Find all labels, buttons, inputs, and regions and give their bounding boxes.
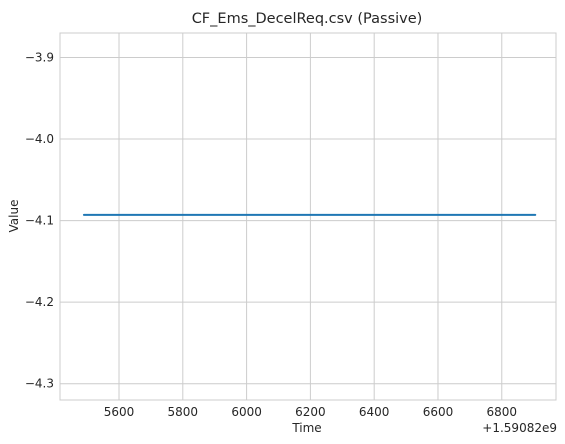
y-tick-label: −4.0 <box>25 132 54 146</box>
y-axis-label: Value <box>7 200 21 233</box>
x-tick-label: 5800 <box>168 405 199 419</box>
x-axis-label: Time <box>291 421 321 435</box>
y-tick-label: −4.1 <box>25 214 54 228</box>
x-tick-label: 6000 <box>231 405 262 419</box>
plot-frame <box>59 32 557 401</box>
y-tick-label: −4.2 <box>25 295 54 309</box>
x-tick-label: 6200 <box>295 405 326 419</box>
chart-title: CF_Ems_DecelReq.csv (Passive) <box>192 11 423 27</box>
x-axis-offset-label: +1.59082e9 <box>482 421 557 435</box>
y-axis-ticks: −3.9 −4.0 −4.1 −4.2 −4.3 <box>25 50 54 390</box>
x-axis-ticks: 5600 5800 6000 6200 6400 6600 6800 <box>104 405 517 419</box>
x-tick-label: 5600 <box>104 405 135 419</box>
x-tick-label: 6600 <box>423 405 454 419</box>
x-tick-label: 6800 <box>487 405 518 419</box>
grid <box>60 33 556 400</box>
x-tick-label: 6400 <box>359 405 390 419</box>
y-tick-label: −4.3 <box>25 377 54 391</box>
y-tick-label: −3.9 <box>25 50 54 64</box>
